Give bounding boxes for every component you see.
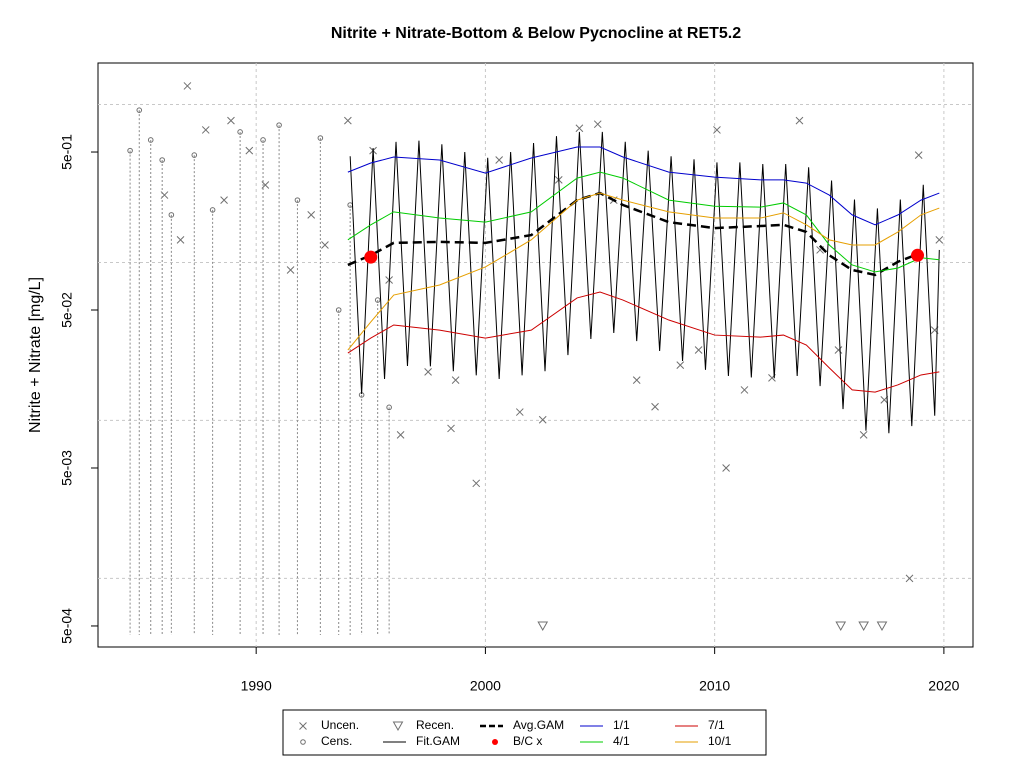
x-tick-label: 2000	[470, 678, 501, 694]
point	[364, 250, 378, 264]
plot-box	[97, 62, 974, 648]
point	[386, 404, 392, 411]
point	[713, 126, 721, 134]
point	[183, 82, 192, 90]
point	[935, 235, 944, 244]
series-line	[347, 171, 940, 273]
legend-label: 10/1	[708, 734, 732, 748]
point	[694, 346, 703, 354]
point	[795, 116, 804, 125]
series-line	[347, 291, 940, 393]
legend-label: 1/1	[613, 718, 630, 732]
point	[495, 156, 504, 164]
point	[294, 197, 301, 203]
point	[227, 116, 235, 125]
chart-title: Nitrite + Nitrate-Bottom & Below Pycnocl…	[331, 25, 741, 42]
x-tick-label: 2010	[699, 678, 730, 694]
point	[676, 361, 685, 369]
point	[911, 248, 925, 262]
legend-label: Fit.GAM	[416, 734, 460, 748]
point	[245, 146, 254, 155]
point	[396, 431, 405, 439]
legend-label: B/C x	[513, 734, 542, 748]
legend-swatch	[492, 739, 498, 745]
point	[451, 376, 460, 384]
point	[632, 376, 641, 384]
point	[876, 621, 888, 631]
point	[344, 116, 352, 125]
point	[472, 479, 481, 488]
point	[237, 129, 243, 135]
legend-swatch	[392, 721, 404, 732]
point	[321, 241, 329, 249]
x-tick-label: 2020	[928, 678, 959, 694]
legend-swatch	[300, 739, 306, 745]
point	[374, 297, 381, 303]
point	[538, 415, 547, 424]
point	[835, 621, 847, 631]
point	[168, 212, 175, 218]
point	[261, 181, 270, 189]
legend-label: 7/1	[708, 718, 725, 732]
legend-label: Uncen.	[321, 718, 359, 732]
point	[834, 346, 843, 354]
point	[209, 207, 216, 213]
point	[859, 431, 868, 439]
legend-label: Avg.GAM	[513, 718, 564, 732]
y-tick-label: 5e-01	[59, 134, 75, 170]
point	[159, 157, 165, 163]
point	[191, 152, 198, 158]
point	[307, 211, 316, 219]
point	[424, 367, 432, 376]
point	[317, 135, 324, 141]
point	[260, 137, 266, 143]
point	[447, 424, 455, 433]
point	[858, 621, 870, 631]
legend-box	[282, 709, 767, 756]
point	[335, 307, 342, 313]
point	[286, 266, 295, 274]
point	[276, 122, 282, 128]
point	[651, 402, 659, 411]
point	[176, 235, 185, 244]
series-line	[347, 146, 940, 226]
legend-label: Recen.	[416, 718, 454, 732]
point	[127, 147, 133, 154]
x-tick-label: 1990	[241, 678, 272, 694]
point	[201, 126, 210, 134]
y-tick-label: 5e-02	[59, 292, 75, 328]
point	[914, 151, 923, 159]
point	[593, 120, 602, 129]
y-tick-label: 5e-04	[59, 608, 75, 644]
point	[136, 107, 143, 113]
series-line	[349, 131, 940, 434]
legend-label: Cens.	[321, 734, 352, 748]
legend: Uncen. Cens. Recen. Fit.GAM Avg.GAM B/C x 1/1 4…	[299, 718, 732, 748]
legend-label: 4/1	[613, 734, 630, 748]
y-tick-label: 5e-03	[59, 450, 75, 486]
point	[575, 124, 584, 133]
point	[537, 621, 549, 631]
legend-swatch	[299, 722, 307, 730]
point	[905, 574, 914, 583]
y-axis-label: Nitrite + Nitrate [mg/L]	[27, 277, 44, 433]
point	[722, 464, 730, 472]
point	[220, 196, 228, 204]
series-line	[347, 192, 940, 351]
point	[740, 386, 749, 394]
point	[147, 137, 154, 143]
point	[515, 408, 524, 416]
